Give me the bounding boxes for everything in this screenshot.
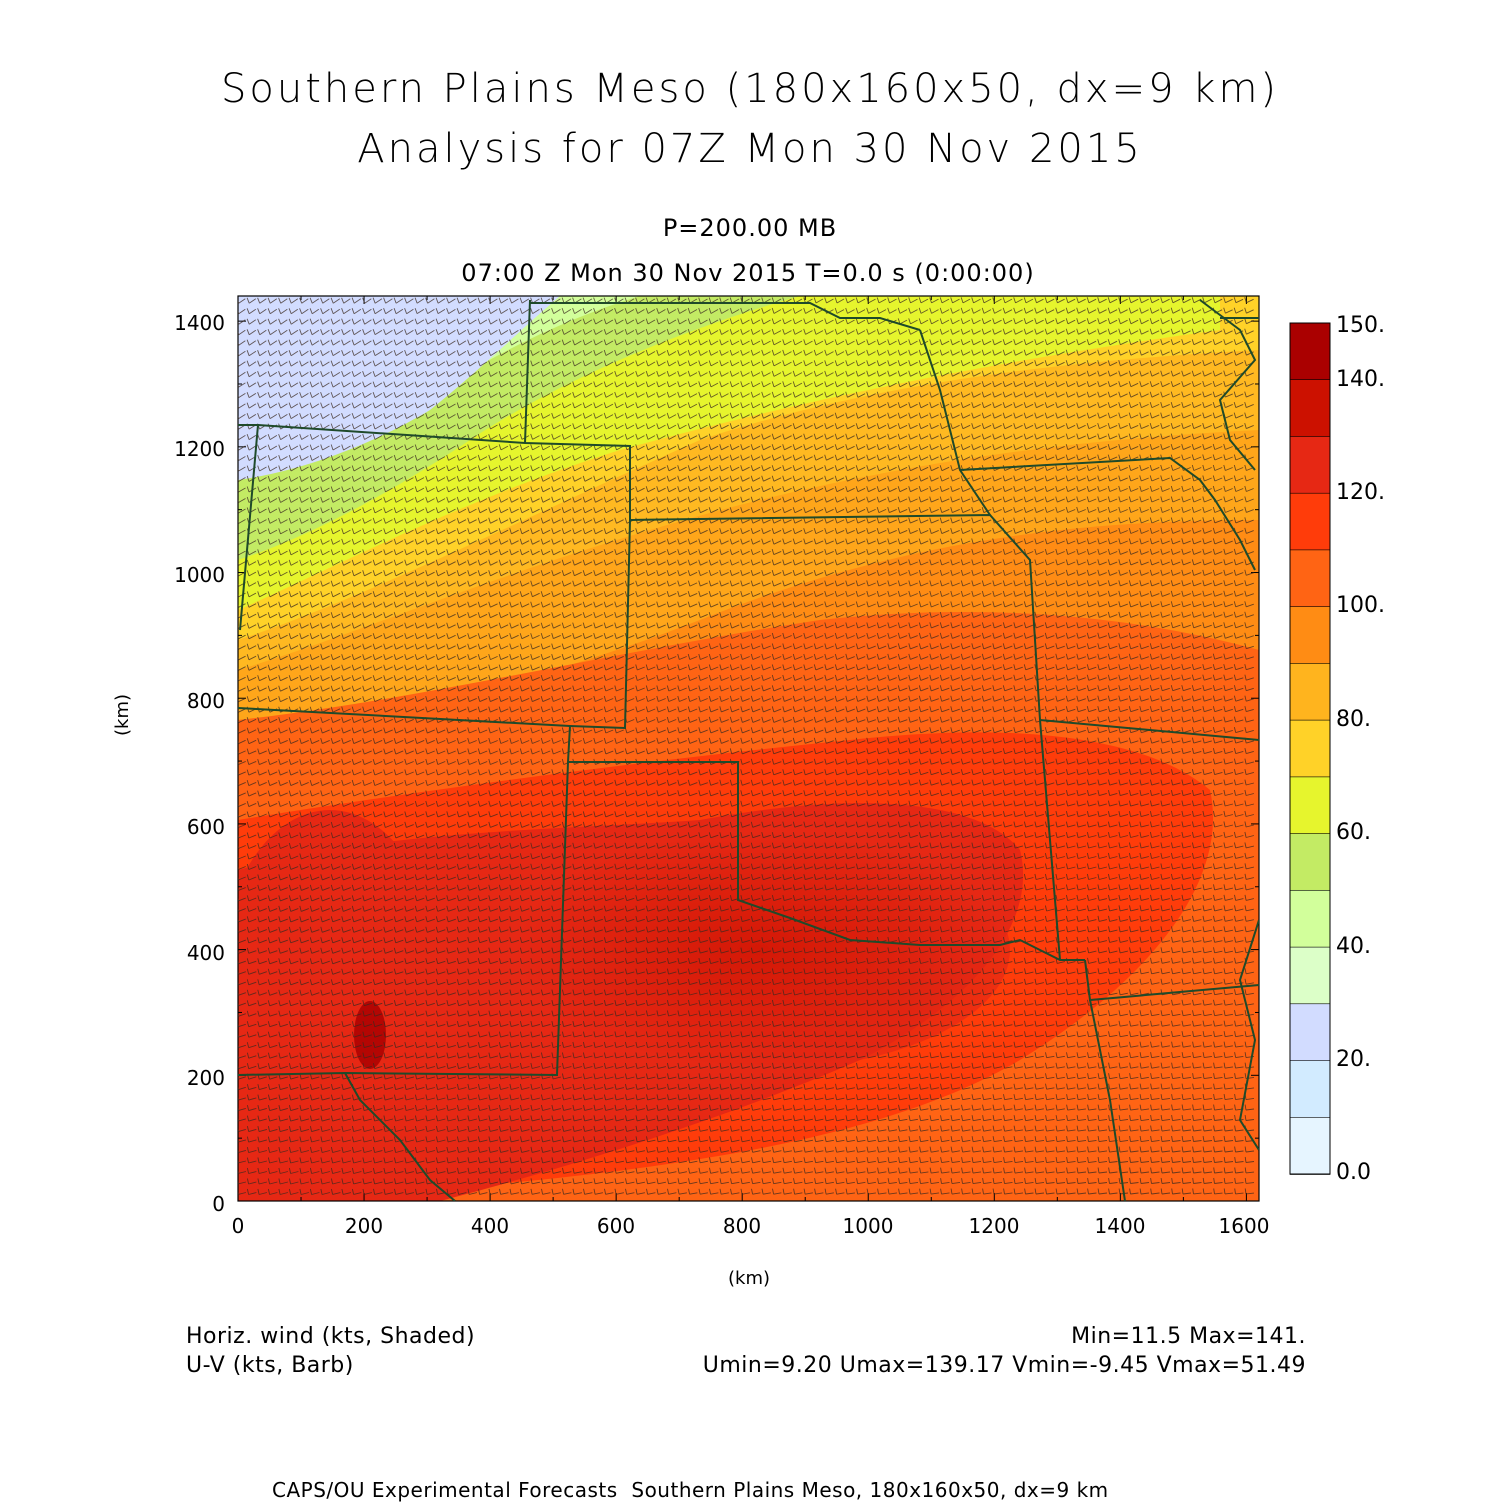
figure-title-line1: Southern Plains Meso (180x160x50, dx=9 k… — [220, 66, 1280, 112]
colorbar-swatch — [1289, 719, 1331, 778]
y-axis-tick-marks — [238, 320, 1259, 1202]
colorbar-swatch — [1289, 379, 1331, 438]
colorbar-swatch — [1289, 663, 1331, 721]
y-tick-label: 400 — [186, 941, 225, 965]
colorbar-swatch — [1289, 1003, 1331, 1062]
x-tick-label: 1000 — [842, 1214, 894, 1238]
colorbar-swatch — [1289, 946, 1331, 1005]
state-boundaries — [238, 299, 1259, 1201]
boundary-oklahoma-arkansas — [1039, 719, 1061, 961]
colorbar-swatch — [1289, 833, 1331, 892]
colorbar-label-120: 120. — [1336, 480, 1385, 505]
boundary-colorado-north — [257, 424, 631, 520]
y-tick-label: 1200 — [174, 437, 225, 461]
boundary-mississippi-river-south — [1238, 919, 1259, 1151]
colorbar-label-100: 100. — [1336, 593, 1385, 618]
x-tick-label: 1600 — [1218, 1214, 1270, 1238]
x-tick-label: 800 — [722, 1214, 762, 1238]
legend-stats-minmax: Min=11.5 Max=141. — [1071, 1324, 1306, 1349]
boundary-south-dakota — [530, 302, 921, 331]
boundary-wyoming — [524, 299, 531, 444]
colorbar-label-40: 40. — [1336, 934, 1371, 959]
pressure-level: P=200.00 MB — [662, 214, 838, 242]
colorbar-swatch — [1289, 1117, 1331, 1175]
boundary-texas-louisiana — [1089, 999, 1126, 1201]
colorbar-label-80: 80. — [1336, 707, 1371, 732]
valid-time: 07:00 Z Mon 30 Nov 2015 T=0.0 s (0:00:00… — [461, 259, 1035, 287]
y-tick-label: 800 — [186, 689, 225, 713]
figure-title-line2: Analysis for 07Z Mon 30 Nov 2015 — [357, 126, 1143, 172]
legend-field-shaded: Horiz. wind (kts, Shaded) — [186, 1324, 476, 1349]
colorbar-swatch — [1289, 549, 1331, 608]
colorbar-label-0: 0.0 — [1336, 1160, 1371, 1185]
x-tick-label: 0 — [231, 1214, 245, 1238]
boundary-iowa-missouri — [959, 456, 1256, 571]
boundary-missouri-arkansas — [1039, 719, 1259, 741]
colorbar-label-150: 150. — [1336, 313, 1385, 338]
boundary-colorado-south — [238, 519, 631, 730]
x-tick-label: 400 — [470, 1214, 510, 1238]
colorbar-swatch — [1289, 606, 1331, 665]
y-tick-label: 600 — [186, 815, 225, 839]
boundary-kansas — [629, 513, 1041, 721]
colorbar-swatches — [1289, 322, 1331, 1175]
legend-field-barb: U-V (kts, Barb) — [186, 1353, 354, 1378]
colorbar-swatch — [1289, 776, 1331, 835]
wind-barbs — [238, 297, 1255, 1195]
legend-stats-uv: Umin=9.20 Umax=139.17 Vmin=-9.45 Vmax=51… — [702, 1353, 1306, 1378]
boundary-oklahoma-texas — [566, 725, 1085, 961]
x-axis-label: (km) — [728, 1268, 771, 1289]
y-axis-label: (km) — [112, 693, 133, 736]
y-tick-label: 1400 — [174, 311, 225, 335]
colorbar-frame — [1289, 322, 1331, 1175]
boundary-nebraska-iowa — [919, 329, 991, 516]
colorbar-swatch — [1289, 492, 1331, 551]
x-tick-label: 1400 — [1094, 1214, 1146, 1238]
y-tick-label: 200 — [186, 1066, 225, 1090]
plot-frame — [237, 295, 1260, 1202]
x-tick-label: 1200 — [968, 1214, 1020, 1238]
boundary-new-mexico-texas — [238, 761, 569, 1077]
colorbar-swatch — [1289, 322, 1331, 381]
colorbar-swatch — [1289, 889, 1331, 948]
colorbar-swatch — [1289, 436, 1331, 495]
boundary-texas-mexico — [344, 1072, 456, 1201]
colorbar-label-140: 140. — [1336, 367, 1385, 392]
y-tick-label: 1000 — [174, 563, 225, 587]
y-tick-label: 0 — [212, 1192, 225, 1216]
boundary-mississippi-river-north — [1199, 299, 1257, 471]
colorbar-swatch — [1289, 1060, 1331, 1119]
footer-credit: CAPS/OU Experimental Forecasts Southern … — [272, 1478, 1109, 1502]
x-tick-label: 200 — [344, 1214, 384, 1238]
colorbar — [1289, 322, 1331, 1175]
x-tick-label: 600 — [596, 1214, 636, 1238]
colorbar-label-60: 60. — [1336, 820, 1371, 845]
wind-barb-glyphs — [238, 297, 1255, 1195]
colorbar-label-20: 20. — [1336, 1047, 1371, 1072]
